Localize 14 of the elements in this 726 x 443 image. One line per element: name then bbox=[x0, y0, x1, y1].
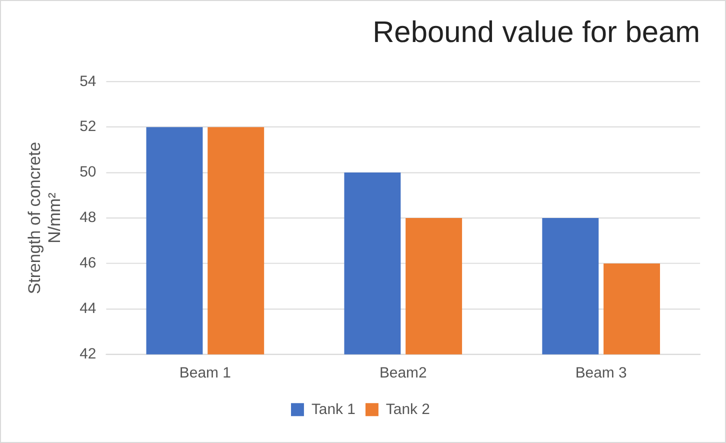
y-tick-label: 54 bbox=[80, 72, 96, 90]
x-tick-label: Beam2 bbox=[379, 364, 427, 382]
y-tick-label: 50 bbox=[80, 164, 96, 181]
y-tick-label: 42 bbox=[80, 346, 96, 363]
y-tick-label: 46 bbox=[80, 254, 96, 272]
y-tick-label: 52 bbox=[80, 118, 96, 136]
chart-title: Rebound value for beam bbox=[372, 16, 700, 50]
x-tick-label: Beam 3 bbox=[575, 364, 627, 382]
y-tick-label: 48 bbox=[80, 209, 96, 226]
x-tick-label: Beam 1 bbox=[179, 364, 231, 382]
y-axis-title: Strength of concrete N/mm² bbox=[24, 142, 64, 294]
legend-label: Tank 1 bbox=[311, 400, 356, 418]
y-tick-label: 44 bbox=[80, 300, 96, 318]
legend-label: Tank 2 bbox=[386, 400, 430, 418]
